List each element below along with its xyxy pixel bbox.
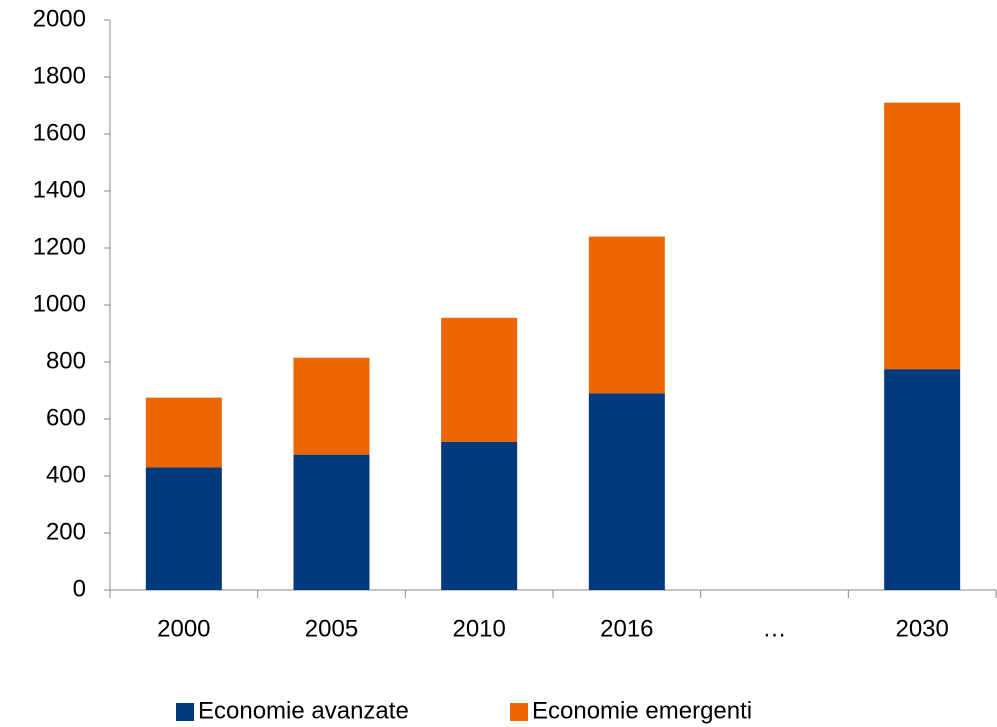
bar-segment (884, 369, 961, 590)
x-tick-label: 2016 (600, 615, 653, 642)
x-tick-label: 2010 (452, 615, 505, 642)
y-tick-label: 600 (46, 404, 86, 431)
bar-segment (588, 393, 665, 590)
bar-segment (293, 454, 370, 590)
bar-segment (145, 467, 222, 590)
y-tick-label: 800 (46, 347, 86, 374)
y-tick-label: 400 (46, 461, 86, 488)
y-tick-label: 2000 (33, 5, 86, 32)
y-tick-label: 200 (46, 518, 86, 545)
y-tick-label: 1200 (33, 233, 86, 260)
x-tick-label: 2005 (305, 615, 358, 642)
legend-swatch (176, 703, 194, 721)
y-tick-label: 1600 (33, 119, 86, 146)
bar-segment (884, 102, 961, 370)
y-tick-label: 0 (73, 575, 86, 602)
y-tick-label: 1000 (33, 290, 86, 317)
bar-segment (293, 357, 370, 455)
bar-segment (588, 236, 665, 394)
legend-label: Economie emergenti (532, 697, 752, 724)
bar-segment (441, 317, 518, 442)
x-tick-label: 2030 (895, 615, 948, 642)
bar-segment (441, 441, 518, 590)
bar-segment (145, 397, 222, 468)
x-tick-label: … (763, 615, 787, 642)
y-tick-label: 1800 (33, 62, 86, 89)
y-tick-label: 1400 (33, 176, 86, 203)
legend-label: Economie avanzate (198, 697, 409, 724)
legend-swatch (510, 703, 528, 721)
x-tick-label: 2000 (157, 615, 210, 642)
